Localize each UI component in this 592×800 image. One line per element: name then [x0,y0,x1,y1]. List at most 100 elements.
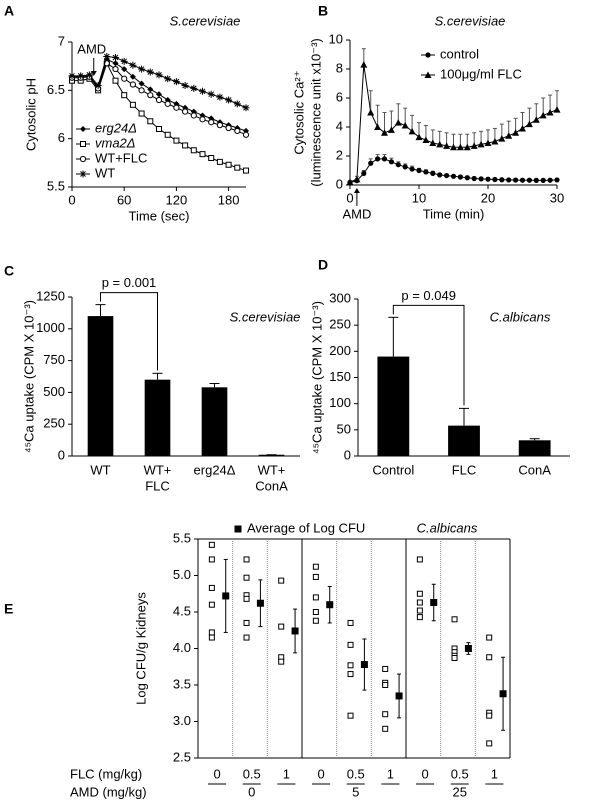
row-label: FLC (mg/kg) [70,766,142,781]
marker [408,127,416,135]
marker [347,662,354,669]
marker [243,634,250,641]
marker [216,93,224,101]
marker [225,161,232,168]
annotation: p = 0.049 [401,288,456,303]
marker [199,87,206,95]
amd-label: 5 [352,784,359,799]
marker [199,116,206,123]
marker [499,690,507,698]
y-tick-label: 2 [336,147,343,162]
x-tick-label: FLC [452,462,477,477]
marker [525,120,533,128]
bar [258,454,285,456]
annotation: AMD [342,206,371,221]
marker [147,86,154,93]
x-tick-label: 0 [346,190,353,205]
marker [347,619,354,626]
bar [201,387,228,456]
marker [155,96,163,104]
marker [492,176,498,183]
marker [361,170,367,176]
marker [256,599,264,607]
marker [382,711,389,718]
marker [486,634,493,641]
flc-label: 1 [491,766,498,781]
flc-label: 1 [387,766,394,781]
bar [87,316,114,456]
marker [208,584,215,591]
marker [225,124,232,132]
marker [85,71,93,79]
marker [346,178,354,186]
y-tick-label: 4.0 [173,640,191,655]
marker [463,143,471,151]
marker [423,169,429,175]
marker [360,661,368,669]
x-axis-label: Time (sec) [129,208,190,223]
marker [146,68,154,76]
marker [291,627,299,635]
marker [173,104,180,111]
marker [547,177,553,183]
marker [181,82,189,89]
marker [156,126,162,132]
x-tick-label: 180 [218,192,240,207]
marker [164,100,171,107]
marker [112,53,119,61]
y-tick-label: 6.5 [47,82,65,97]
marker [242,104,250,112]
marker [437,172,443,178]
marker [375,156,381,162]
marker [360,61,368,68]
marker [112,60,119,67]
y-tick-label: 0 [58,447,65,462]
marker [156,91,162,98]
x-tick-label: FLC [145,478,170,493]
y-axis-label: ⁴⁵Ca uptake (CPM X 10⁻³) [309,301,324,454]
marker [347,712,354,719]
marker [505,132,513,139]
marker [554,177,560,183]
marker [208,634,215,641]
legend-label: erg24Δ [95,120,137,135]
series-line [349,64,558,183]
marker [347,671,354,678]
panel-letter: E [4,601,13,617]
panel-letter: D [318,257,328,273]
marker [444,172,450,179]
marker [112,77,119,84]
marker [367,109,375,116]
legend-label: WT+FLC [95,150,147,165]
chart-title: C.albicans [417,520,478,535]
marker [121,66,128,73]
marker [199,151,206,158]
marker [225,96,233,104]
flc-label: 0 [213,766,220,781]
marker [155,71,163,79]
marker [486,740,493,747]
marker [129,61,137,69]
y-tick-label: 6 [336,89,343,104]
marker [190,112,197,119]
marker [222,592,230,600]
x-tick-label: 10 [412,190,426,205]
y-tick-label: 100 [329,395,351,410]
y-tick-label: 1000 [36,320,65,335]
marker [79,170,87,178]
marker [519,124,526,132]
marker [533,177,539,183]
y-tick-label: 10 [329,31,343,46]
y-tick-label: 4 [336,118,343,133]
marker [553,106,561,113]
marker [208,541,215,548]
marker [499,177,505,183]
marker [512,129,520,136]
marker [312,617,319,624]
bar [144,379,171,456]
y-tick-label: 250 [329,317,351,332]
marker [485,176,491,182]
y-axis-label: Cytosolic pH [23,78,38,151]
marker [450,173,457,179]
marker [401,122,409,129]
